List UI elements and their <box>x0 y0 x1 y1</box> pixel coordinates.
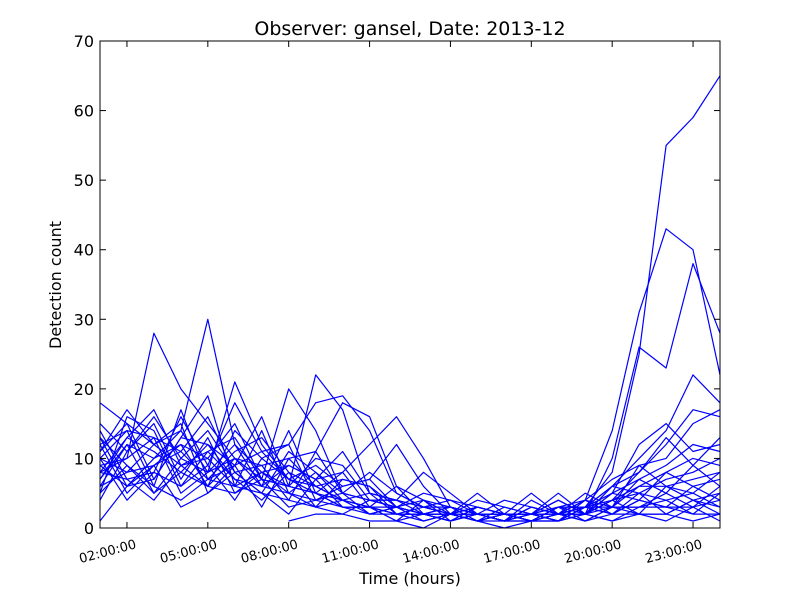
y-tick-label: 0 <box>84 519 94 538</box>
series-line-12 <box>99 402 721 522</box>
series-line-19 <box>99 437 721 522</box>
x-axis-label: Time (hours) <box>358 569 461 588</box>
y-axis-label: Detection count <box>46 221 65 349</box>
series-line-20 <box>99 437 721 522</box>
series-lines <box>99 75 721 529</box>
y-tick-label: 50 <box>74 171 94 190</box>
plot-area-frame <box>99 40 721 529</box>
chart-title: Observer: gansel, Date: 2013-12 <box>254 18 565 40</box>
series-line-25 <box>288 506 721 522</box>
y-tick-label: 60 <box>74 102 94 121</box>
series-line-13 <box>99 423 721 522</box>
y-tick-label: 20 <box>74 380 94 399</box>
series-line-16 <box>99 409 721 515</box>
series-line-24 <box>99 464 720 522</box>
series-line-10 <box>99 402 721 515</box>
y-axis-ticks: 0 10 20 30 40 50 60 70 <box>74 32 720 538</box>
y-tick-label: 10 <box>74 449 94 468</box>
y-tick-label: 70 <box>74 32 94 51</box>
series-line-26 <box>99 464 721 529</box>
y-tick-label: 40 <box>74 241 94 260</box>
y-tick-label: 30 <box>74 310 94 329</box>
